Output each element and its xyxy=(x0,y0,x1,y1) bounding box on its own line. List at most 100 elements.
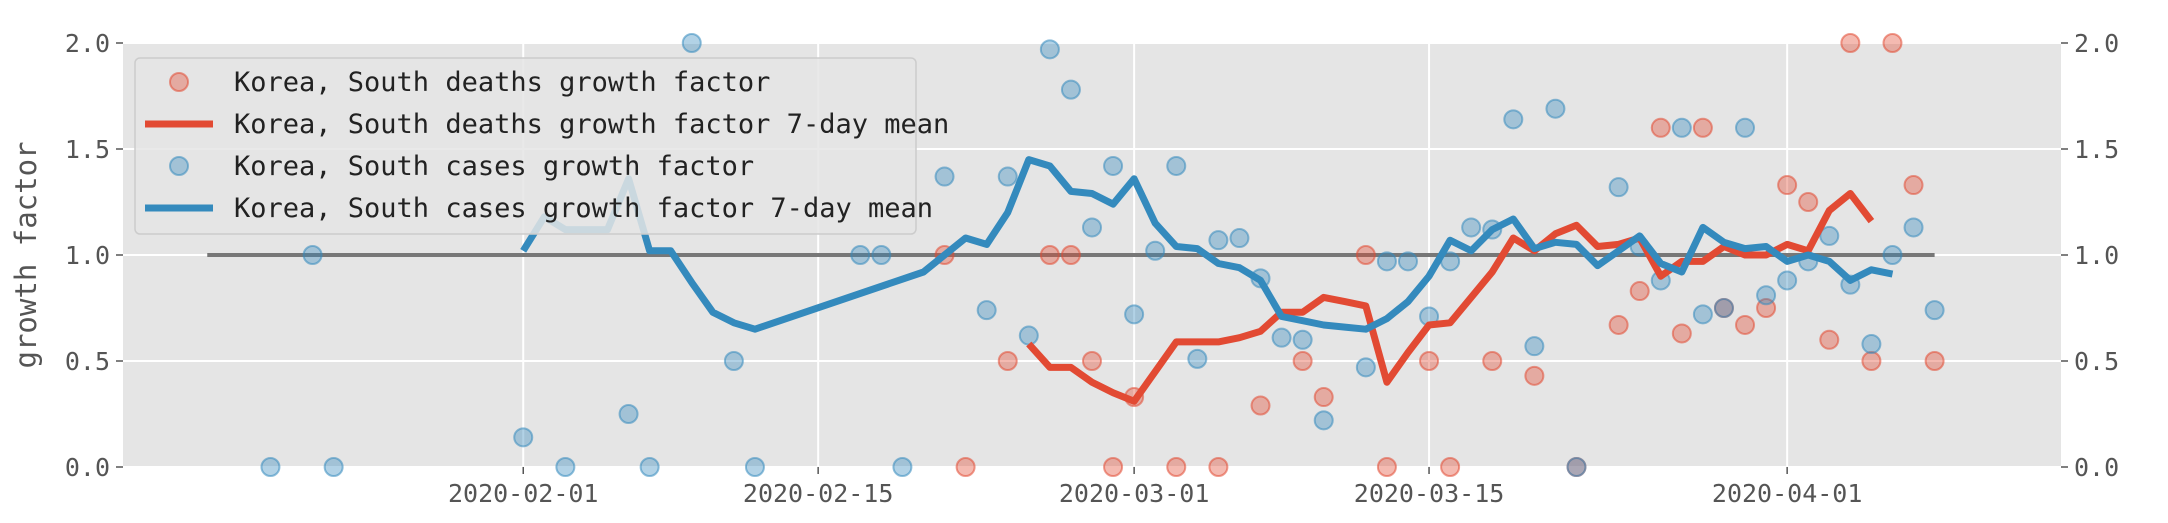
data-point xyxy=(1229,228,1250,249)
data-point xyxy=(1735,117,1756,138)
data-point xyxy=(618,404,639,424)
data-point xyxy=(1082,351,1102,371)
data-point xyxy=(323,457,344,477)
data-point xyxy=(1671,117,1692,138)
series-line xyxy=(520,156,1894,333)
data-point xyxy=(681,33,702,53)
data-point xyxy=(1018,325,1039,346)
y-tick-label-right: 2.0 xyxy=(2074,29,2119,58)
data-point xyxy=(302,245,323,265)
data-point xyxy=(1608,177,1629,198)
data-point xyxy=(1840,33,1861,53)
data-point xyxy=(997,166,1018,187)
y-tick-label-left: 0.5 xyxy=(65,347,110,376)
legend-label: Korea, South cases growth factor xyxy=(234,151,754,182)
data-point xyxy=(1208,230,1229,251)
data-point xyxy=(1861,334,1882,355)
data-point xyxy=(1271,327,1292,348)
legend-label: Korea, South cases growth factor 7-day m… xyxy=(234,193,933,224)
y-tick-label-left: 1.0 xyxy=(65,241,110,270)
data-point xyxy=(1503,109,1524,130)
data-point xyxy=(1650,117,1671,138)
data-point xyxy=(1419,351,1440,371)
data-point xyxy=(892,457,913,477)
y-axis-label: growth factor xyxy=(9,142,43,369)
data-point xyxy=(1166,155,1187,176)
series-korea-south-deaths-growth-factor xyxy=(934,33,1945,477)
data-point xyxy=(1355,245,1376,265)
data-point xyxy=(1692,304,1713,325)
data-point xyxy=(1313,387,1334,408)
data-point xyxy=(1060,245,1081,265)
data-point xyxy=(1292,329,1313,350)
series-line xyxy=(1026,190,1875,405)
y-tick-label-left: 0.0 xyxy=(65,453,110,482)
data-point xyxy=(1355,357,1376,378)
data-point xyxy=(1692,117,1713,138)
legend-label: Korea, South deaths growth factor xyxy=(234,67,770,98)
data-point xyxy=(1566,457,1587,477)
data-point xyxy=(1882,245,1903,265)
data-point xyxy=(1166,457,1187,477)
data-point xyxy=(1103,155,1124,176)
x-tick-label: 2020-02-15 xyxy=(743,479,894,508)
data-point xyxy=(1777,175,1798,196)
data-point xyxy=(1903,217,1924,238)
data-point xyxy=(1060,79,1081,100)
data-point xyxy=(1461,217,1482,238)
data-point xyxy=(1756,285,1777,306)
legend-box xyxy=(134,57,917,235)
data-point xyxy=(1819,329,1840,350)
legend-label: Korea, South deaths growth factor 7-day … xyxy=(234,109,949,140)
data-point xyxy=(1124,304,1145,325)
data-point xyxy=(1924,351,1945,371)
data-point xyxy=(1735,314,1756,335)
data-point xyxy=(1376,457,1397,477)
data-point xyxy=(1671,323,1692,344)
data-point xyxy=(1924,300,1945,321)
data-point xyxy=(744,457,765,477)
axes: 0.0 0.0 0.5 0.5 1.0 1.0 1.5 1.5 2.0 2.0 2020-02-01… xyxy=(65,29,2119,508)
series-layer xyxy=(260,33,1945,477)
data-point xyxy=(639,457,660,477)
data-point xyxy=(997,351,1018,371)
data-point xyxy=(1440,457,1461,477)
x-tick-label: 2020-03-01 xyxy=(1059,479,1210,508)
data-point xyxy=(1903,175,1924,196)
data-point xyxy=(1882,33,1903,53)
x-tick-label: 2020-02-01 xyxy=(448,479,599,508)
data-point xyxy=(1777,270,1798,291)
y-tick-label-right: 0.5 xyxy=(2074,347,2119,376)
data-point xyxy=(513,427,534,448)
data-point xyxy=(1145,240,1166,261)
data-point xyxy=(1039,39,1060,60)
data-point xyxy=(1524,365,1545,386)
data-point xyxy=(1482,351,1503,371)
data-point xyxy=(260,457,281,477)
series-korea-south-cases-growth-factor-7-day-mean xyxy=(520,156,1894,333)
data-point xyxy=(1039,245,1060,265)
data-point xyxy=(1798,192,1819,212)
data-point xyxy=(723,351,744,371)
data-point xyxy=(955,457,976,477)
y-tick-label-right: 1.5 xyxy=(2074,135,2119,164)
y-tick-label-left: 2.0 xyxy=(65,29,110,58)
data-point xyxy=(1397,251,1418,272)
data-point xyxy=(1629,281,1650,302)
y-tick-label-right: 0.0 xyxy=(2074,453,2119,482)
data-point xyxy=(1103,457,1124,477)
data-point xyxy=(1608,314,1629,335)
data-point xyxy=(1208,457,1229,477)
data-point xyxy=(1819,225,1840,246)
data-point xyxy=(1376,251,1397,272)
data-point xyxy=(850,245,871,265)
x-tick-label: 2020-03-15 xyxy=(1354,479,1505,508)
legend: Korea, South deaths growth factor Korea, … xyxy=(134,57,949,235)
data-point xyxy=(1545,98,1566,119)
data-point xyxy=(1292,351,1313,371)
data-point xyxy=(1082,217,1102,238)
y-tick-label-left: 1.5 xyxy=(65,135,110,164)
data-point xyxy=(1524,336,1545,357)
data-point xyxy=(934,166,955,187)
